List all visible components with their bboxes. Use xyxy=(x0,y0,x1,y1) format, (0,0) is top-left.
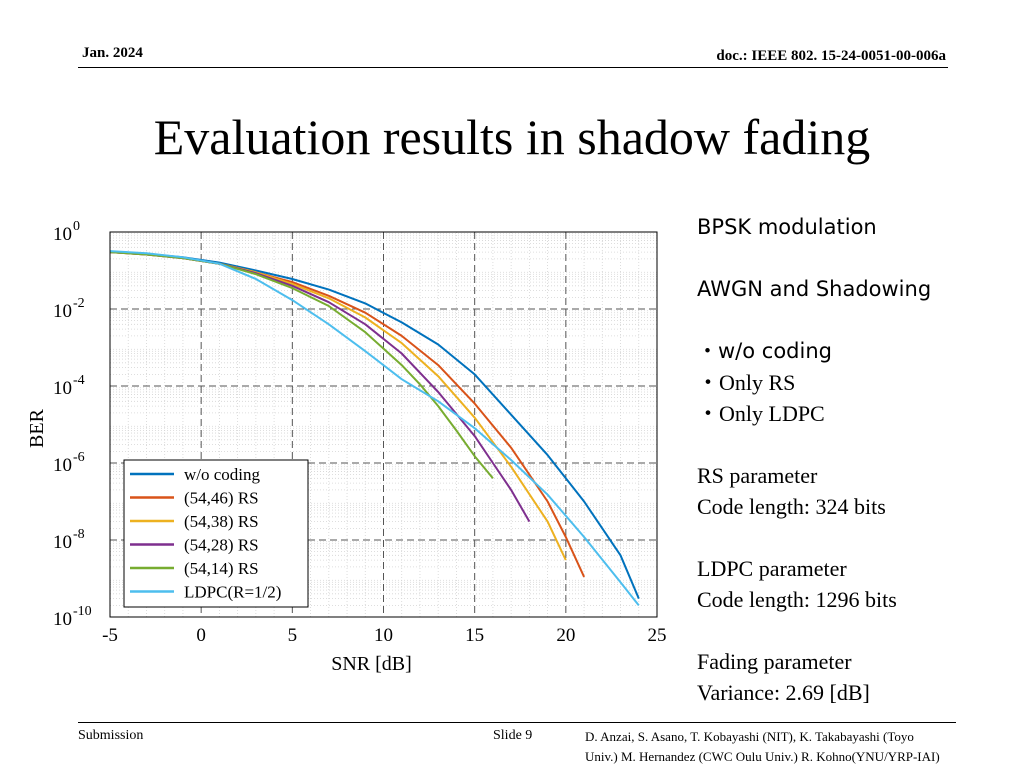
y-tick-exponent: -6 xyxy=(73,450,85,465)
x-tick-label: 20 xyxy=(556,625,575,646)
header-date: Jan. 2024 xyxy=(82,45,143,61)
legend-label: (54,14) RS xyxy=(184,559,259,578)
axes-frame xyxy=(109,231,658,618)
y-tick-base: 10 xyxy=(53,378,72,399)
footer-submission: Submission xyxy=(78,728,144,743)
header-divider xyxy=(78,67,948,68)
header-doc-id: doc.: IEEE 802. 15-24-0051-00-006a xyxy=(716,48,946,64)
y-tick-label: 10 -8 xyxy=(53,527,85,553)
footer-authors-line: D. Anzai, S. Asano, T. Kobayashi (NIT), … xyxy=(585,729,914,744)
legend-label: (54,38) RS xyxy=(184,512,259,531)
legend-label: (54,46) RS xyxy=(184,489,259,508)
x-tick-label: -5 xyxy=(102,625,118,646)
series-line xyxy=(109,250,640,607)
notes-panel: BPSK modulation AWGN and Shadowing ・w/o … xyxy=(697,212,1017,708)
legend-box xyxy=(123,459,309,608)
legend: w/o coding (54,46) RS (54,38) RS (54,28) RS… xyxy=(123,459,309,608)
y-tick-exponent: -8 xyxy=(73,527,85,542)
y-tick-label: 10 -4 xyxy=(53,373,85,399)
x-tick-label: 10 xyxy=(374,625,393,646)
y-tick-exponent: -4 xyxy=(73,373,85,388)
x-tick-label: 0 xyxy=(196,625,206,646)
y-tick-base: 10 xyxy=(53,532,72,553)
legend-label: (54,28) RS xyxy=(184,536,259,555)
y-tick-label: 10 -10 xyxy=(53,604,92,630)
note-channel: AWGN and Shadowing xyxy=(697,277,932,301)
x-axis-label: SNR [dB] xyxy=(331,653,412,675)
footer-authors: D. Anzai, S. Asano, T. Kobayashi (NIT), … xyxy=(585,727,1017,767)
footer-slide-number: Slide 9 xyxy=(493,728,533,743)
note-ldpc-heading: LDPC parameter xyxy=(697,556,847,581)
note-fading-value: Variance: 2.69 [dB] xyxy=(697,680,870,705)
note-bullet: ・Only RS xyxy=(697,370,796,395)
note-ldpc-value: Code length: 1296 bits xyxy=(697,587,897,612)
y-tick-label: 10 0 xyxy=(53,219,80,245)
y-tick-label: 10 -2 xyxy=(53,296,85,322)
slide-title: Evaluation results in shadow fading xyxy=(153,109,871,165)
legend-label: w/o coding xyxy=(184,465,261,484)
note-rs-heading: RS parameter xyxy=(697,463,818,488)
legend-label: LDPC(R=1/2) xyxy=(184,583,281,602)
y-tick-exponent: -10 xyxy=(73,604,92,619)
y-tick-base: 10 xyxy=(53,455,72,476)
note-bullet: ・w/o coding xyxy=(697,339,832,363)
y-tick-exponent: 0 xyxy=(73,219,80,234)
note-bullet: ・Only LDPC xyxy=(697,401,825,426)
y-tick-base: 10 xyxy=(53,224,72,245)
x-tick-label: 5 xyxy=(288,625,298,646)
y-tick-exponent: -2 xyxy=(73,296,85,311)
y-tick-base: 10 xyxy=(53,609,72,630)
x-tick-label: 25 xyxy=(648,625,667,646)
y-tick-label: 10 -6 xyxy=(53,450,85,476)
y-axis-label: BER xyxy=(26,408,48,448)
x-tick-label: 15 xyxy=(465,625,484,646)
note-rs-value: Code length: 324 bits xyxy=(697,494,886,519)
footer-divider xyxy=(78,722,956,723)
footer-authors-line: Univ.) M. Hernandez (CWC Oulu Univ.) R. … xyxy=(585,749,940,764)
note-fading-heading: Fading parameter xyxy=(697,649,852,674)
note-modulation: BPSK modulation xyxy=(697,215,877,239)
y-tick-base: 10 xyxy=(53,301,72,322)
